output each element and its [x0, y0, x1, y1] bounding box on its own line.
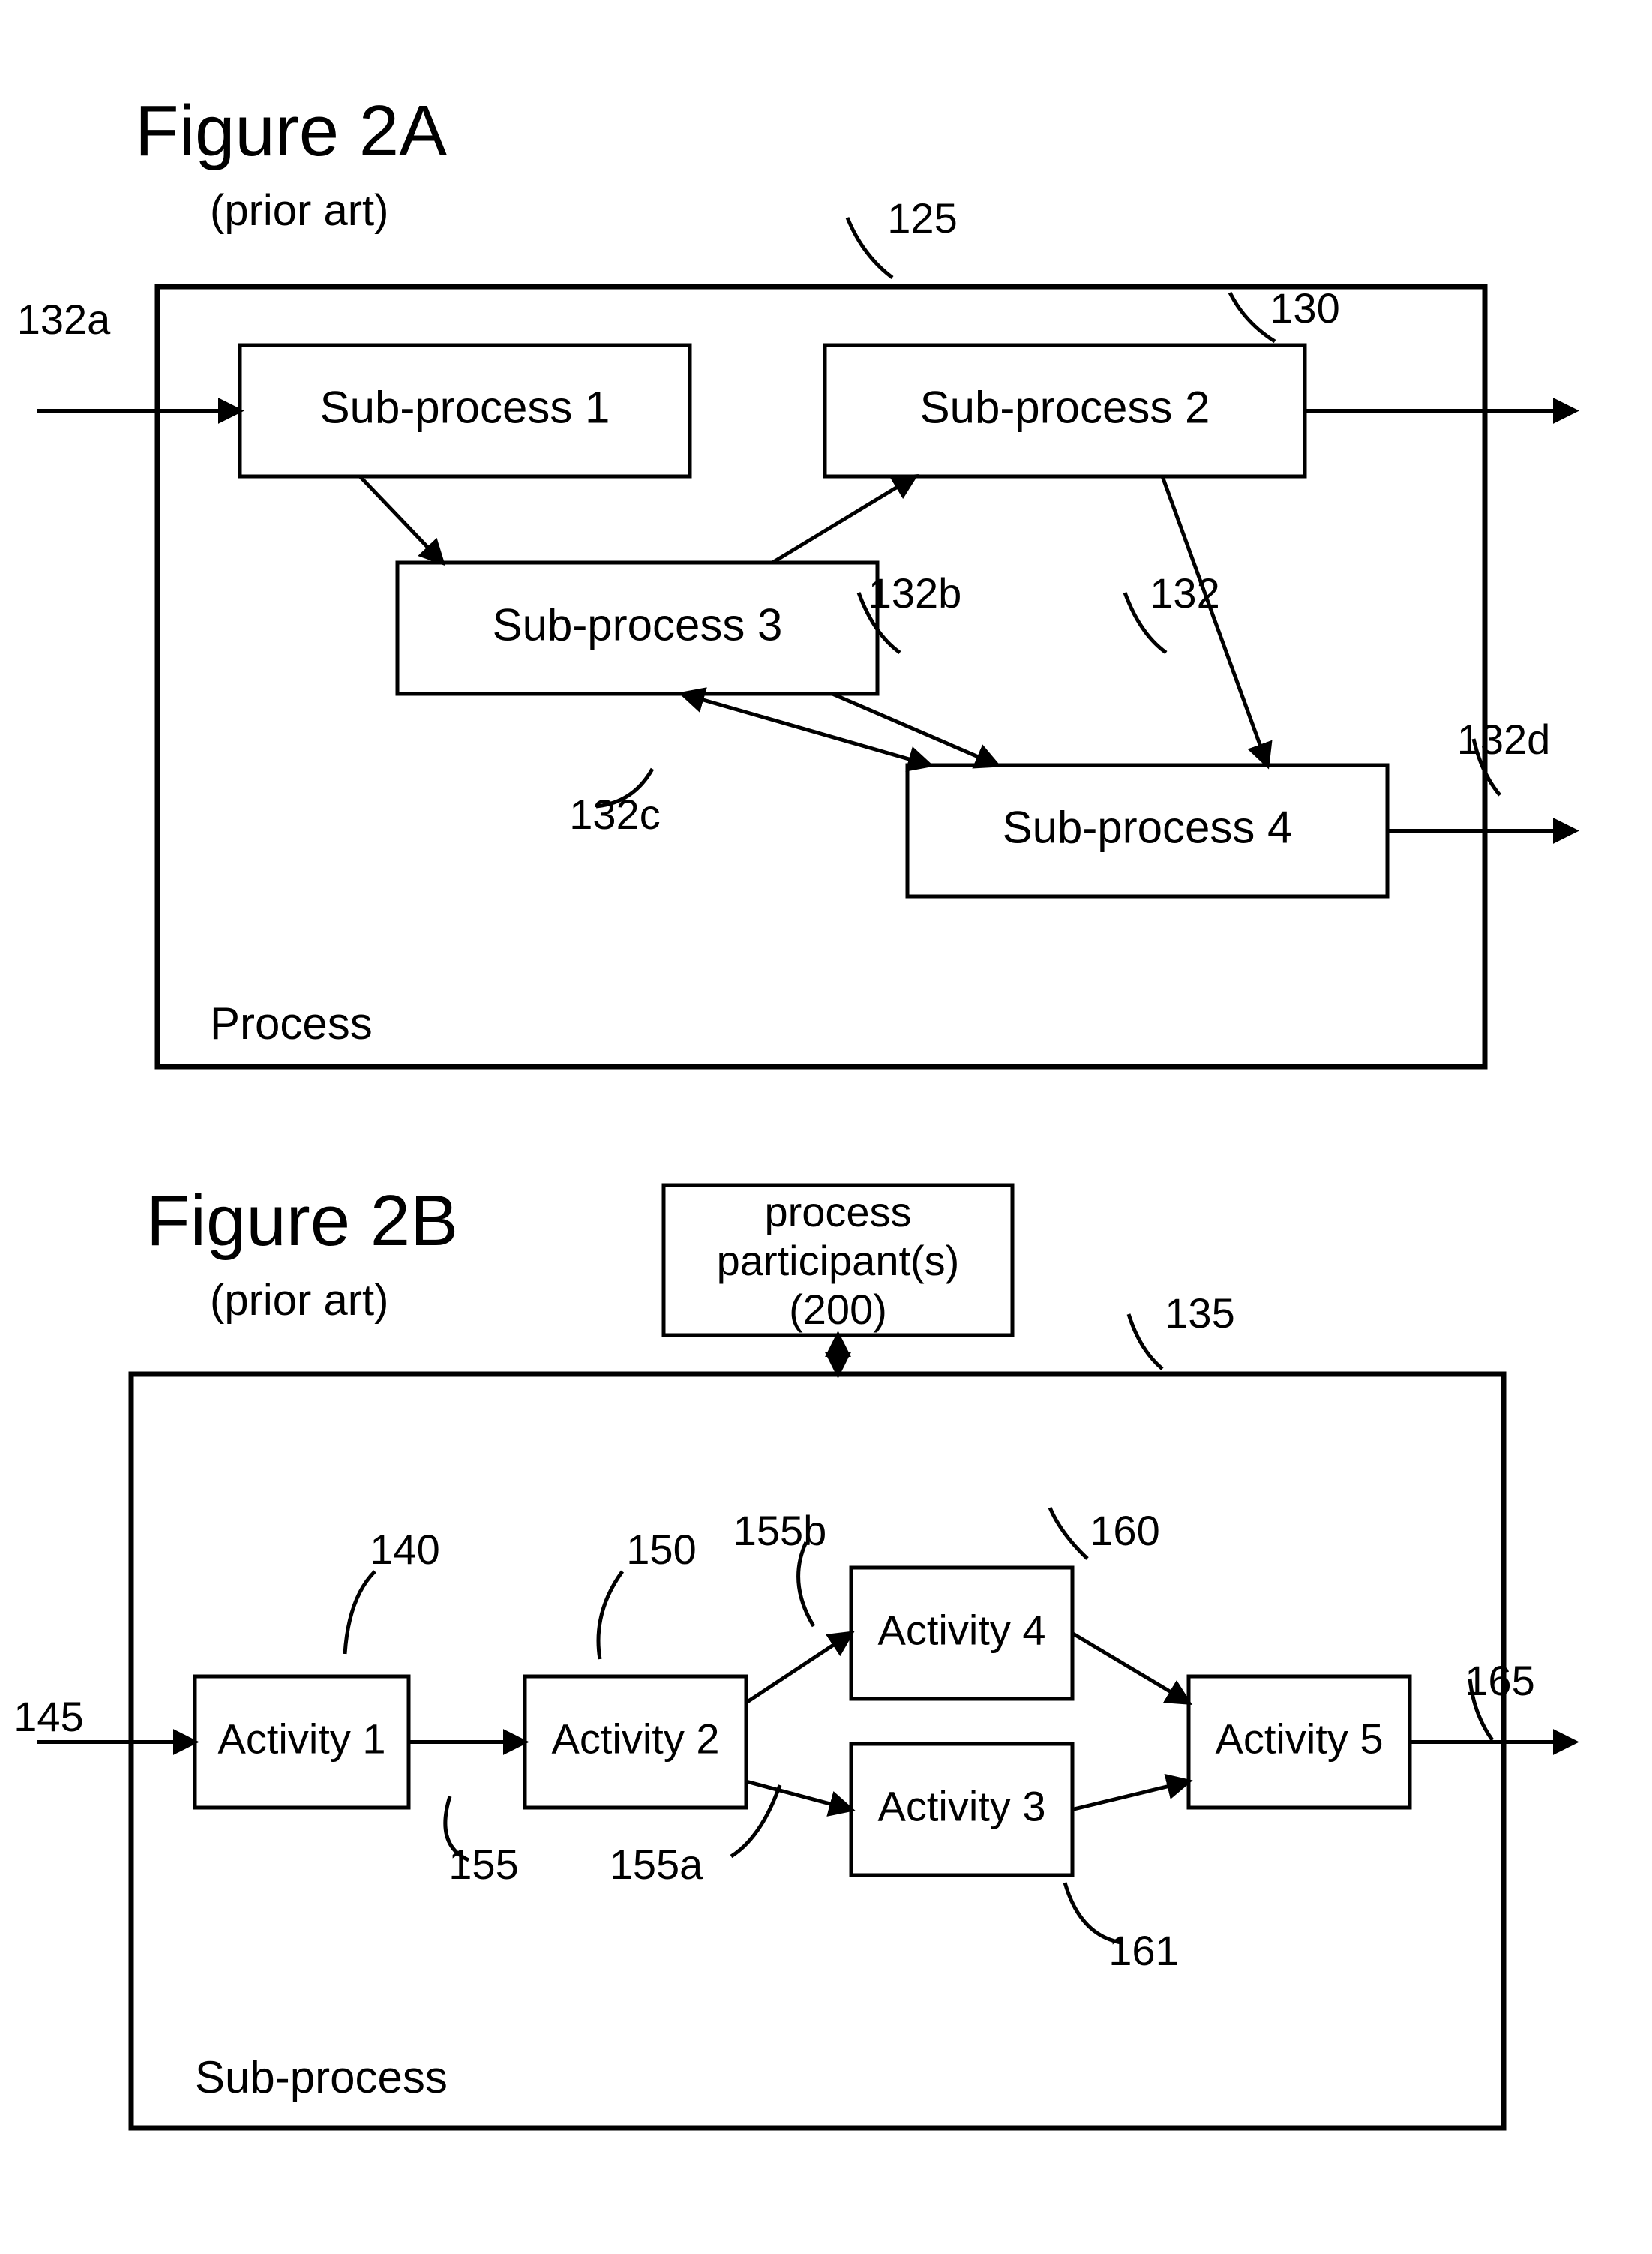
connector [832, 694, 997, 765]
connector [682, 694, 930, 765]
ref-145: 145 [13, 1693, 83, 1740]
connector [360, 476, 442, 563]
leader-line [598, 1571, 622, 1659]
connector [772, 476, 915, 563]
fig2a-title: Figure 2A [135, 91, 447, 171]
leader-line [799, 1542, 814, 1626]
ref-132d: 132d [1457, 716, 1551, 763]
ref-132: 132 [1150, 569, 1219, 617]
ref-150: 150 [626, 1526, 696, 1573]
box-label-sub-process-1: Sub-process 1 [320, 382, 610, 432]
ref-155b: 155b [733, 1507, 827, 1554]
ref-160: 160 [1090, 1507, 1159, 1554]
ref-135: 135 [1165, 1289, 1234, 1337]
fig2a-subtitle: (prior art) [210, 186, 388, 235]
participants-line3: (200) [789, 1286, 887, 1333]
ref-130: 130 [1270, 284, 1339, 332]
participants-line1: process [764, 1188, 911, 1235]
participants-line2: participant(s) [717, 1237, 960, 1284]
box-label-sub-process-4: Sub-process 4 [1003, 802, 1293, 852]
leader-line [1129, 1314, 1162, 1369]
leader-line [345, 1571, 375, 1654]
box-label-activity-2: Activity 2 [551, 1715, 719, 1762]
fig2b-title: Figure 2B [146, 1181, 458, 1261]
ref-132a: 132a [17, 296, 111, 343]
box-label-activity-3: Activity 3 [877, 1782, 1045, 1829]
connector [746, 1634, 851, 1703]
box-label-sub-process-3: Sub-process 3 [493, 599, 783, 650]
process-container-label: Process [210, 998, 373, 1049]
leader-line [1230, 293, 1275, 341]
leader-line [731, 1785, 780, 1856]
fig2b-subtitle: (prior art) [210, 1276, 388, 1325]
connector [1072, 1781, 1189, 1810]
ref-155a: 155a [610, 1841, 703, 1888]
box-label-sub-process-2: Sub-process 2 [920, 382, 1210, 432]
ref-140: 140 [370, 1526, 439, 1573]
subprocess-container-label: Sub-process [195, 2052, 448, 2102]
ref-161: 161 [1108, 1927, 1178, 1974]
ref-155: 155 [448, 1841, 518, 1888]
ref-132b: 132b [868, 569, 962, 617]
box-label-activity-4: Activity 4 [877, 1606, 1045, 1653]
ref-125: 125 [887, 194, 957, 242]
ref-165: 165 [1465, 1657, 1534, 1704]
connector [1072, 1634, 1189, 1703]
leader-line [847, 218, 892, 278]
connector [1162, 476, 1267, 765]
connector [746, 1781, 851, 1810]
ref-132c: 132c [569, 791, 660, 838]
box-label-activity-1: Activity 1 [217, 1715, 385, 1762]
box-label-activity-5: Activity 5 [1215, 1715, 1383, 1762]
leader-line [1050, 1508, 1087, 1559]
